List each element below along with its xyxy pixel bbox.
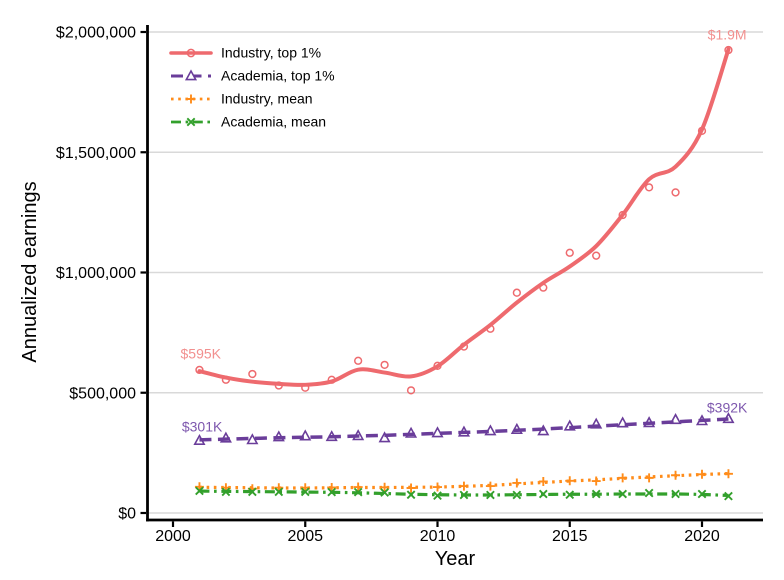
legend-label: Industry, top 1% <box>221 45 321 61</box>
legend-item-academia-top-1: Academia, top 1% <box>171 68 335 84</box>
gridlines <box>148 31 763 514</box>
series-industry-top-1 <box>197 47 731 387</box>
markers-industry-top-1 <box>195 45 733 395</box>
axes <box>146 25 763 522</box>
series-industry-mean <box>199 471 729 490</box>
x-tick-label: 2005 <box>287 528 323 545</box>
y-tick-label: $1,500,000 <box>56 145 136 162</box>
y-tick-label: $2,000,000 <box>56 25 136 42</box>
markers-academia-top-1 <box>193 412 735 446</box>
x-tick-label: 2000 <box>155 528 191 545</box>
legend-item-industry-mean: Industry, mean <box>171 91 313 107</box>
markers-industry-mean <box>194 469 733 494</box>
y-axis-title: Annualized earnings <box>19 181 41 362</box>
markers-academia-mean <box>195 486 733 501</box>
x-axis-title: Year <box>435 548 476 570</box>
x-tick-label: 2015 <box>552 528 588 545</box>
annotation-595k: $595K <box>181 346 222 362</box>
legend-label: Academia, mean <box>221 114 326 130</box>
annotation-1-9m: $1.9M <box>708 27 747 43</box>
legend-item-academia-mean: Academia, mean <box>171 114 326 130</box>
legend-label: Academia, top 1% <box>221 68 335 84</box>
legend: Industry, top 1% Academia, top 1% Industry… <box>169 45 335 130</box>
x-tick-label: 2020 <box>684 528 720 545</box>
y-axis: $0 $500,000 $1,000,000 $1,500,000 $2,000,000 <box>56 25 146 523</box>
x-tick-label: 2010 <box>420 528 456 545</box>
trend-line-industry-top-1 <box>197 47 731 387</box>
annotation-301k: $301K <box>182 419 223 435</box>
trend-line-academia-top-1 <box>199 417 729 442</box>
legend-item-industry-top-1: Industry, top 1% <box>169 45 321 61</box>
y-tick-label: $500,000 <box>69 385 136 402</box>
legend-label: Industry, mean <box>221 91 313 107</box>
series-academia-top-1 <box>199 417 729 442</box>
annotation-392k: $392K <box>707 400 748 416</box>
chart-root: $0 $500,000 $1,000,000 $1,500,000 $2,000,000… <box>56 25 763 545</box>
y-tick-label: $0 <box>118 506 136 523</box>
x-axis: 2000 2005 2010 2015 2020 <box>155 521 720 545</box>
y-tick-label: $1,000,000 <box>56 265 136 282</box>
trend-line-industry-mean <box>199 471 729 490</box>
annotations: $595K $1.9M $301K $392K <box>181 27 748 435</box>
